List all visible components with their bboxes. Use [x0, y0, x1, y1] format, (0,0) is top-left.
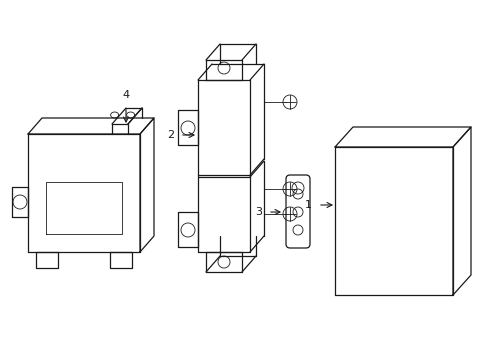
Text: 4: 4 — [122, 90, 129, 100]
Text: 2: 2 — [166, 130, 174, 140]
Text: 1: 1 — [305, 200, 311, 210]
Text: 3: 3 — [254, 207, 262, 217]
